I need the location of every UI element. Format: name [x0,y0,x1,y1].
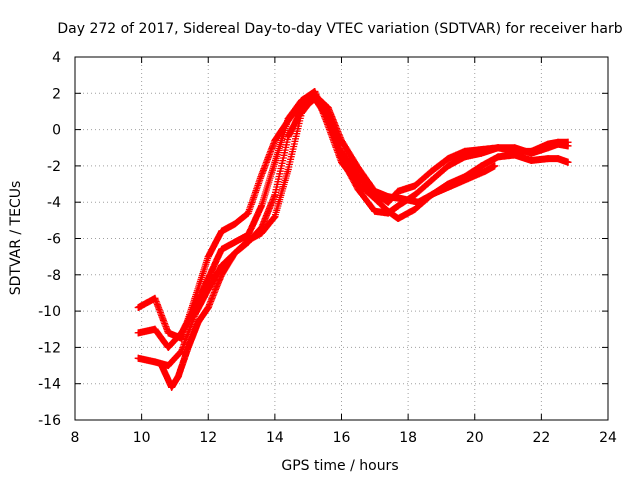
x-tick-label: 20 [466,430,484,446]
y-tick-label: -10 [38,304,61,320]
grid [75,57,608,420]
series-track-3 [134,95,572,370]
x-axis-label: GPS time / hours [281,458,398,474]
chart-title: Day 272 of 2017, Sidereal Day-to-day VTE… [57,21,622,37]
y-tick-label: -8 [47,268,61,284]
data-points [134,87,572,391]
y-tick-label: 2 [52,86,61,102]
series-markers [134,95,572,370]
x-tick-label: 22 [532,430,550,446]
x-tick-label: 18 [399,430,417,446]
x-tick-label: 8 [71,430,80,446]
y-axis-label: SDTVAR / TECUs [8,181,24,296]
x-tick-label: 14 [266,430,284,446]
series-track-4 [158,91,499,391]
x-tick-label: 16 [333,430,351,446]
y-tick-label: -12 [38,340,61,356]
series-markers [134,88,572,351]
y-tick-label: -6 [47,232,61,248]
y-tick-label: -16 [38,413,61,429]
y-tick-label: 0 [52,123,61,139]
y-tick-label: -14 [38,377,61,393]
series-track-2 [134,87,572,351]
x-tick-label: 24 [599,430,617,446]
series-markers [158,91,499,391]
x-tick-label: 10 [133,430,151,446]
y-tick-label: -4 [47,195,61,211]
y-tick-label: -2 [47,159,61,175]
y-tick-label: 4 [52,50,61,66]
x-tick-label: 12 [199,430,217,446]
